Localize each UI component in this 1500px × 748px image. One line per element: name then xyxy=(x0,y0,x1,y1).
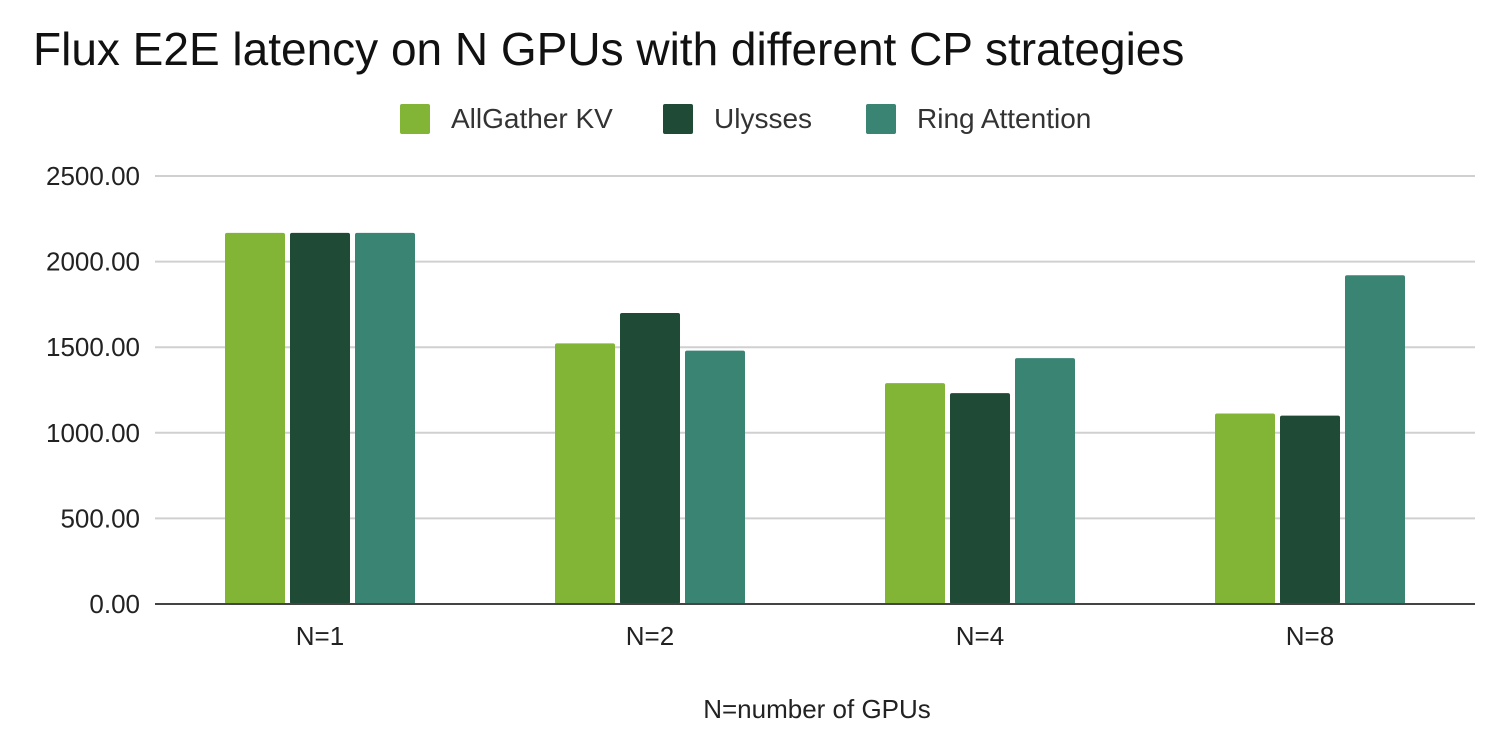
bar-ring-attention-n2 xyxy=(685,350,745,604)
bar-allgather-kv-n1 xyxy=(225,232,285,605)
bars xyxy=(225,232,1405,605)
legend-swatch xyxy=(866,104,896,134)
x-axis-title: N=number of GPUs xyxy=(703,694,931,724)
bar-ulysses-n8 xyxy=(1280,415,1340,604)
legend-label: Ring Attention xyxy=(917,103,1091,134)
bar-allgather-kv-n2 xyxy=(555,343,615,604)
y-tick-label: 2000.00 xyxy=(46,247,140,277)
x-axis-ticks: N=1 N=2 N=4 N=8 xyxy=(296,621,1334,651)
legend-label: AllGather KV xyxy=(451,103,613,134)
bar-ulysses-n1 xyxy=(290,232,350,605)
bar-ring-attention-n4 xyxy=(1015,358,1075,604)
legend: AllGather KV Ulysses Ring Attention xyxy=(400,103,1091,134)
bar-allgather-kv-n4 xyxy=(885,383,945,604)
x-tick-label: N=8 xyxy=(1286,621,1334,651)
y-tick-label: 1000.00 xyxy=(46,418,140,448)
y-axis-ticks: 0.00 500.00 1000.00 1500.00 2000.00 2500.00 xyxy=(46,161,140,619)
y-tick-label: 0.00 xyxy=(89,589,140,619)
y-tick-label: 2500.00 xyxy=(46,161,140,191)
legend-swatch xyxy=(663,104,693,134)
gridlines xyxy=(155,175,1475,520)
y-tick-label: 1500.00 xyxy=(46,332,140,362)
legend-swatch xyxy=(400,104,430,134)
bar-ulysses-n2 xyxy=(620,312,680,604)
x-tick-label: N=2 xyxy=(626,621,674,651)
chart-title: Flux E2E latency on N GPUs with differen… xyxy=(33,23,1185,75)
bar-ulysses-n4 xyxy=(950,393,1010,604)
bar-ring-attention-n1 xyxy=(355,232,415,605)
bar-ring-attention-n8 xyxy=(1345,275,1405,604)
x-tick-label: N=4 xyxy=(956,621,1004,651)
x-tick-label: N=1 xyxy=(296,621,344,651)
y-tick-label: 500.00 xyxy=(60,503,140,533)
bar-allgather-kv-n8 xyxy=(1215,413,1275,604)
legend-label: Ulysses xyxy=(714,103,812,134)
